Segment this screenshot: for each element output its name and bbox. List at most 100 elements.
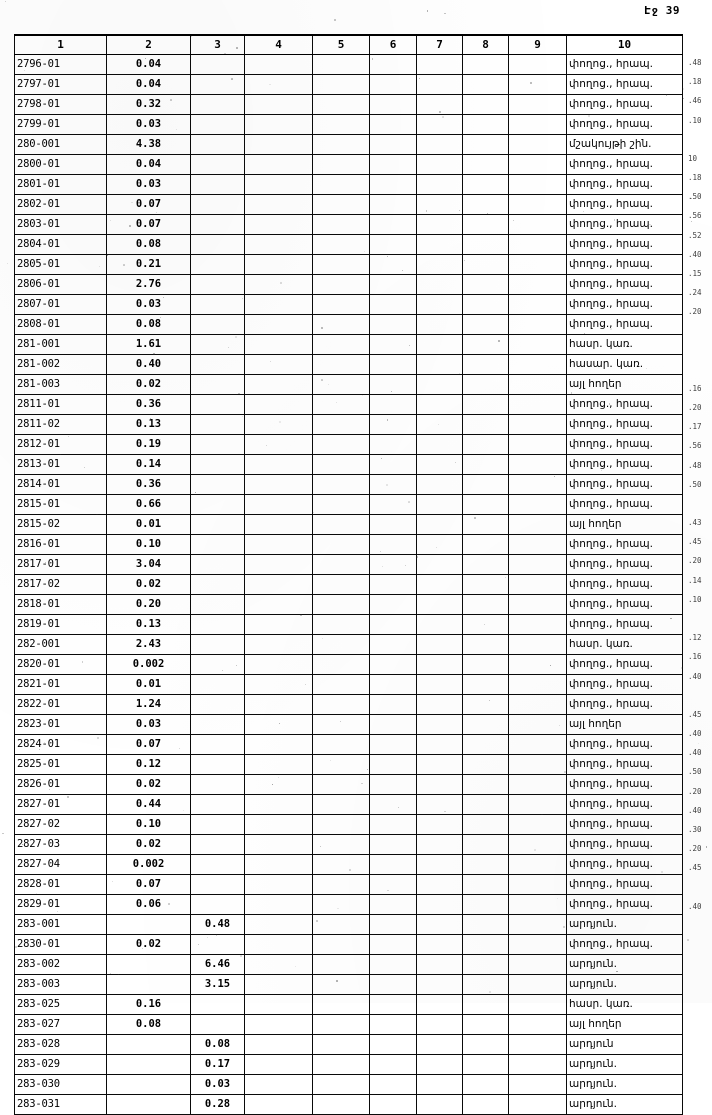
cell-value-col9 <box>509 715 567 735</box>
cell-value-col7 <box>417 895 463 915</box>
cell-land-use-description: հասար. կառ. <box>567 355 683 375</box>
edge-fragment-value: .40 <box>686 667 712 686</box>
cell-value-col2: 0.66 <box>107 495 191 515</box>
cell-value-col9 <box>509 615 567 635</box>
column-header-9: 9 <box>509 35 567 55</box>
cell-value-col9 <box>509 375 567 395</box>
cell-value-col9 <box>509 855 567 875</box>
edge-fragment-value: .20 <box>686 551 712 570</box>
cell-value-col9 <box>509 1035 567 1055</box>
cell-value-col8 <box>463 1075 509 1095</box>
cell-value-col6 <box>370 835 417 855</box>
cell-value-col2: 0.04 <box>107 55 191 75</box>
cell-value-col2: 0.19 <box>107 435 191 455</box>
cell-value-col4 <box>245 355 313 375</box>
cell-value-col2: 0.36 <box>107 395 191 415</box>
cell-value-col8 <box>463 215 509 235</box>
cell-land-use-description: հասր. կառ. <box>567 995 683 1015</box>
edge-fragment-value <box>686 954 712 973</box>
cell-value-col6 <box>370 935 417 955</box>
cell-value-col2 <box>107 1095 191 1115</box>
table-header-row: 1 2 3 4 5 6 7 8 9 10 <box>15 35 683 55</box>
scan-speckle <box>5 1 6 2</box>
edge-fragment-value: 10 <box>686 149 712 168</box>
cell-value-col3 <box>191 215 245 235</box>
cell-value-col2: 4.38 <box>107 135 191 155</box>
cell-value-col3 <box>191 615 245 635</box>
cell-value-col2: 0.03 <box>107 175 191 195</box>
edge-fragment-value: .14 <box>686 571 712 590</box>
cell-value-col4 <box>245 635 313 655</box>
cell-parcel-id: 2816-01 <box>15 535 107 555</box>
cell-value-col6 <box>370 315 417 335</box>
cell-value-col7 <box>417 535 463 555</box>
cell-land-use-description: փողոց., հրապ. <box>567 235 683 255</box>
edge-fragment-value: .43 <box>686 513 712 532</box>
cell-value-col5 <box>313 1075 370 1095</box>
cell-value-col4 <box>245 815 313 835</box>
cell-value-col8 <box>463 1015 509 1035</box>
cell-land-use-description: փողոց., հրապ. <box>567 675 683 695</box>
cell-value-col3: 0.48 <box>191 915 245 935</box>
cell-value-col8 <box>463 655 509 675</box>
cell-parcel-id: 2811-02 <box>15 415 107 435</box>
cell-value-col2: 0.03 <box>107 715 191 735</box>
cell-value-col4 <box>245 975 313 995</box>
cell-value-col3 <box>191 715 245 735</box>
cell-value-col3 <box>191 95 245 115</box>
cell-value-col5 <box>313 435 370 455</box>
cell-value-col8 <box>463 635 509 655</box>
cell-value-col6 <box>370 215 417 235</box>
cell-land-use-description: փողոց., հրապ. <box>567 795 683 815</box>
cell-value-col9 <box>509 455 567 475</box>
column-header-7: 7 <box>417 35 463 55</box>
cell-value-col5 <box>313 515 370 535</box>
cell-value-col3 <box>191 155 245 175</box>
cell-value-col8 <box>463 275 509 295</box>
cell-value-col5 <box>313 475 370 495</box>
cell-parcel-id: 2813-01 <box>15 455 107 475</box>
cell-value-col4 <box>245 855 313 875</box>
cell-value-col8 <box>463 895 509 915</box>
cell-parcel-id: 2820-01 <box>15 655 107 675</box>
cell-value-col4 <box>245 1055 313 1075</box>
cell-value-col5 <box>313 355 370 375</box>
cell-value-col9 <box>509 115 567 135</box>
cell-value-col2: 0.14 <box>107 455 191 475</box>
cell-value-col3 <box>191 515 245 535</box>
cell-land-use-description: արդյուն. <box>567 1075 683 1095</box>
cell-value-col6 <box>370 95 417 115</box>
cell-value-col8 <box>463 595 509 615</box>
cell-value-col2: 1.24 <box>107 695 191 715</box>
cell-land-use-description: արդյուն. <box>567 1055 683 1075</box>
cell-value-col4 <box>245 435 313 455</box>
cell-value-col8 <box>463 455 509 475</box>
cell-value-col2 <box>107 975 191 995</box>
cell-value-col2: 0.07 <box>107 735 191 755</box>
cell-land-use-description: փողոց., հրապ. <box>567 95 683 115</box>
cell-parcel-id: 2827-01 <box>15 795 107 815</box>
cell-value-col9 <box>509 835 567 855</box>
cell-value-col8 <box>463 835 509 855</box>
edge-fragment-value: .48 <box>686 456 712 475</box>
cell-value-col4 <box>245 655 313 675</box>
cell-value-col8 <box>463 255 509 275</box>
cell-parcel-id: 2829-01 <box>15 895 107 915</box>
cell-value-col6 <box>370 995 417 1015</box>
cell-value-col3 <box>191 555 245 575</box>
cell-value-col4 <box>245 275 313 295</box>
cell-value-col6 <box>370 515 417 535</box>
cell-value-col4 <box>245 495 313 515</box>
cell-value-col3 <box>191 695 245 715</box>
cell-land-use-description: փողոց., հրապ. <box>567 175 683 195</box>
cell-value-col3: 0.28 <box>191 1095 245 1115</box>
cell-value-col6 <box>370 255 417 275</box>
cell-value-col8 <box>463 755 509 775</box>
cell-value-col5 <box>313 395 370 415</box>
